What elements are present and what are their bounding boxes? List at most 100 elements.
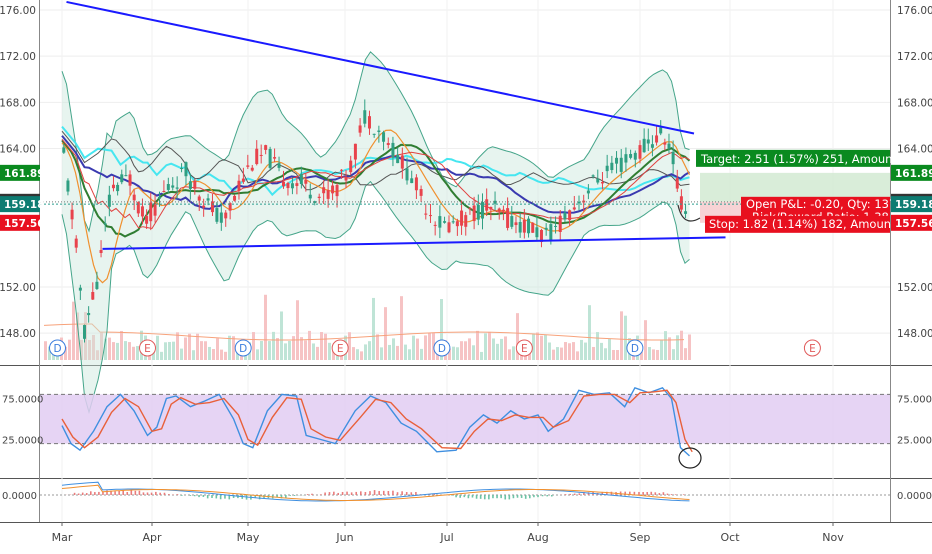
candle-body — [286, 183, 289, 188]
candle-body — [401, 155, 404, 168]
event-letter: D — [239, 343, 247, 355]
volume-bar — [380, 347, 383, 360]
pnl-label-text: Open P&L: -0.20, Qty: 137 — [746, 197, 896, 211]
candle-body — [224, 213, 227, 219]
volume-bar — [452, 347, 455, 360]
stochastic-tick-right: 75.0000 — [897, 395, 932, 406]
candle-body — [672, 152, 675, 164]
candle-body — [460, 211, 463, 226]
candle-body — [406, 168, 409, 180]
candle-body — [108, 195, 111, 207]
volume-bar — [460, 341, 463, 360]
price-tag-right-text: 159.18 — [895, 199, 932, 211]
candle-body — [676, 178, 679, 188]
macd-histogram-bar — [650, 492, 652, 495]
macd-histogram-bar — [294, 495, 296, 496]
candle-body — [145, 216, 148, 224]
macd-histogram-bar — [655, 492, 657, 495]
volume-bar — [412, 336, 415, 360]
volume-bar — [44, 341, 47, 360]
price-tag-left-text: 157.56 — [4, 218, 45, 230]
time-tick-label: May — [237, 531, 260, 544]
macd-histogram-bar — [642, 492, 644, 495]
macd-tick-right: 0.0000 — [897, 491, 932, 502]
macd-histogram-bar — [155, 492, 157, 495]
candle-body — [100, 250, 103, 253]
target-label-text: Target: 2.51 (1.57%) 251, Amount: 1 — [700, 152, 912, 166]
time-tick-label: Mar — [52, 531, 73, 544]
macd-histogram-bar — [671, 494, 673, 495]
volume-bar — [464, 341, 467, 360]
macd-histogram-bar — [329, 492, 331, 495]
macd-histogram-bar — [159, 493, 161, 495]
volume-bar — [200, 341, 203, 360]
earnings-event: E — [140, 340, 156, 356]
macd-histogram-bar — [455, 495, 457, 497]
macd-histogram-bar — [521, 495, 523, 498]
volume-bar — [540, 336, 543, 360]
volume-bar — [216, 338, 219, 360]
candle-body — [75, 239, 78, 248]
macd-tick-left: 0.0000 — [2, 491, 37, 502]
macd-histogram-bar — [98, 492, 100, 495]
price-tick-label-right: 176.00 — [897, 5, 932, 17]
macd-histogram-bar — [355, 492, 357, 495]
candle-body — [62, 147, 65, 152]
volume-bar — [288, 341, 291, 360]
candle-body — [587, 191, 590, 194]
candle-body — [477, 205, 480, 220]
price-tag-right-text: 157.56 — [895, 218, 932, 230]
volume-bar — [312, 343, 315, 360]
macd-histogram-bar — [542, 495, 544, 496]
candle-body — [309, 195, 312, 199]
volume-bar — [536, 332, 539, 360]
volume-bar — [364, 344, 367, 360]
candle-body — [184, 162, 187, 176]
candle-body — [634, 153, 637, 160]
volume-bar — [544, 335, 547, 360]
candle-body — [667, 144, 670, 149]
candle-body — [112, 185, 115, 188]
volume-bar — [456, 347, 459, 360]
macd-histogram-bar — [459, 495, 461, 498]
macd-histogram-bar — [307, 494, 309, 495]
dividend-event: D — [434, 340, 450, 356]
stop-label-text: Stop: 1.82 (1.14%) 182, Amount: 2 — [709, 217, 910, 231]
candle-body — [124, 175, 127, 176]
macd-histogram-bar — [415, 492, 417, 495]
candle-body — [592, 175, 595, 176]
stochastic-tick-left: 25.0000 — [2, 436, 43, 447]
macd-histogram-bar — [143, 492, 145, 495]
candle-body — [66, 181, 69, 192]
candle-body — [601, 182, 604, 183]
macd-histogram-bar — [82, 493, 84, 495]
candle-body — [464, 215, 467, 227]
time-tick-label: Apr — [142, 531, 162, 544]
candle-body — [506, 208, 509, 228]
candle-body — [659, 128, 662, 134]
macd-histogram-bar — [401, 491, 403, 495]
volume-bar — [560, 348, 563, 360]
candle-body — [639, 145, 642, 159]
volume-bar — [272, 332, 275, 360]
macd-histogram-bar — [406, 492, 408, 495]
volume-bar — [488, 332, 491, 360]
macd-histogram-bar — [360, 491, 362, 495]
candle-body — [415, 177, 418, 190]
candle-body — [215, 208, 218, 222]
macd-histogram-bar — [346, 492, 348, 495]
candle-body — [434, 225, 437, 226]
volume-bar — [68, 340, 71, 360]
candle-body — [680, 196, 683, 209]
candle-body — [211, 201, 214, 212]
candle-body — [498, 209, 501, 212]
candle-body — [624, 154, 627, 162]
volume-bar — [580, 340, 583, 360]
macd-histogram-bar — [472, 495, 474, 498]
macd-histogram-bar — [433, 494, 435, 495]
event-letter: D — [631, 343, 639, 355]
candle-body — [615, 158, 618, 164]
volume-bar — [396, 346, 399, 360]
volume-bar — [260, 341, 263, 360]
